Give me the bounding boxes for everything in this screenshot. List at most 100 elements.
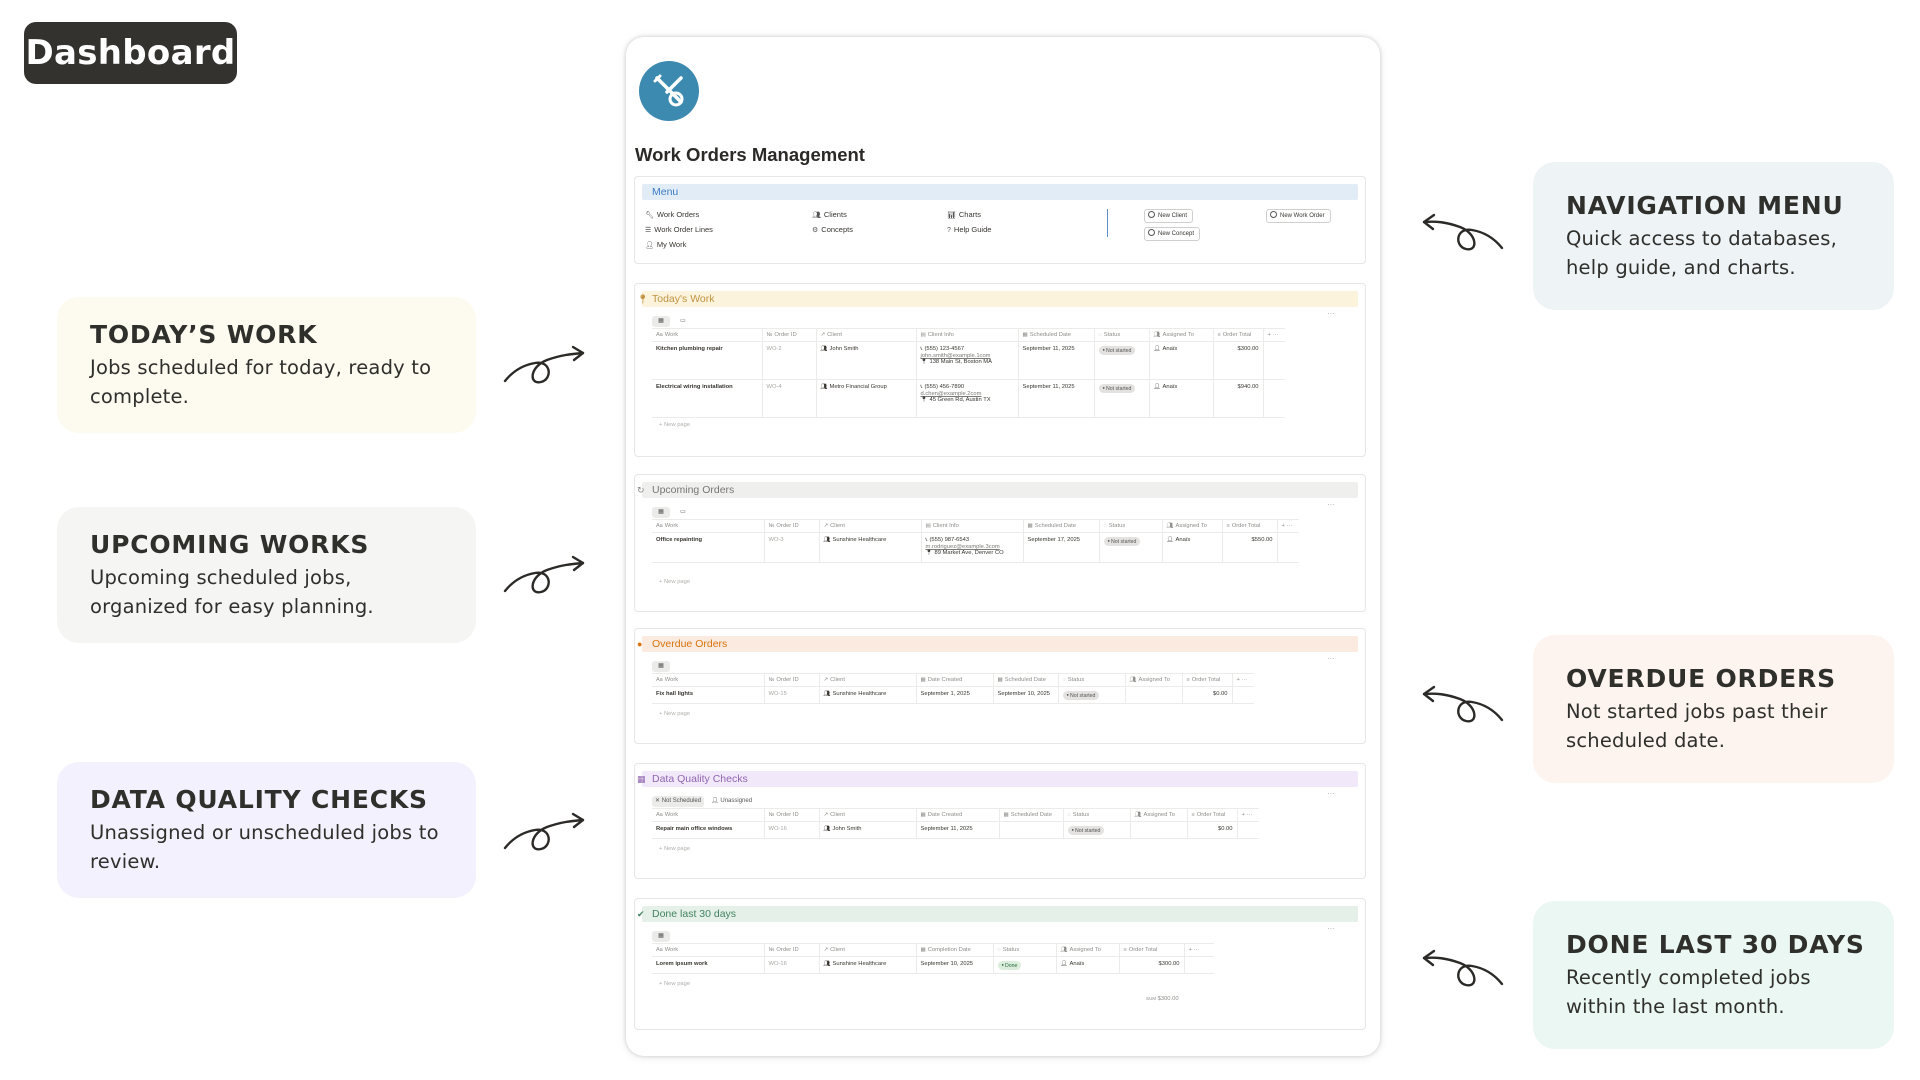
table-view-tab[interactable]: ▦ bbox=[652, 507, 670, 518]
table-row[interactable]: Fix hall lights WO-15 👥︎ Sunshine Healthc… bbox=[652, 686, 1254, 704]
column-header[interactable]: ≡ Order Total bbox=[1119, 943, 1185, 957]
column-header[interactable]: Aa Work bbox=[652, 943, 765, 957]
column-header[interactable]: ▦ Scheduled Date bbox=[1018, 328, 1095, 342]
column-header[interactable]: ◌ Status bbox=[1063, 808, 1131, 822]
table-row[interactable]: Repair main office windows WO-16 👥︎ John … bbox=[652, 821, 1259, 839]
column-header[interactable]: № Order ID bbox=[764, 943, 820, 957]
curly-arrow-right-icon bbox=[503, 555, 585, 594]
table-row[interactable]: Office repainting WO-3 👥︎ Sunshine Health… bbox=[652, 532, 1299, 563]
column-header[interactable]: 👥︎ Assigned To bbox=[1056, 943, 1120, 957]
menu-section: Menu 🔧︎ Work Orders ☰ Work Order Lines 👤︎ M… bbox=[634, 176, 1366, 264]
column-header[interactable]: Aa Work bbox=[652, 519, 765, 533]
more-options-icon[interactable]: ··· bbox=[1327, 924, 1335, 933]
plus-circle-icon bbox=[1270, 211, 1277, 218]
more-options-icon[interactable]: ··· bbox=[1327, 789, 1335, 798]
column-header[interactable]: Aa Work bbox=[652, 808, 765, 822]
add-column-button[interactable]: + ··· bbox=[1277, 519, 1299, 533]
column-header[interactable]: ≡ Order Total bbox=[1182, 673, 1233, 687]
section-title: Done last 30 days bbox=[652, 908, 737, 920]
menu-item-help-guide[interactable]: ? Help Guide bbox=[947, 225, 991, 234]
column-header[interactable]: 👥︎ Assigned To bbox=[1125, 673, 1183, 687]
column-header[interactable]: ≡ Order Total bbox=[1222, 519, 1278, 533]
more-options-icon[interactable]: ··· bbox=[1327, 654, 1335, 663]
done-table: Aa Work № Order ID ↗ Client ▦ Completion Dat… bbox=[652, 943, 1214, 974]
callout-data-quality: DATA QUALITY CHECKS Unassigned or unsche… bbox=[57, 762, 476, 898]
menu-item-work-orders[interactable]: 🔧︎ Work Orders bbox=[645, 210, 699, 219]
menu-item-concepts[interactable]: ⚙ Concepts bbox=[812, 225, 853, 234]
column-header[interactable]: 👥︎ Assigned To bbox=[1149, 328, 1214, 342]
column-header[interactable]: Aa Work bbox=[652, 328, 763, 342]
column-header[interactable]: ◌ Status bbox=[1058, 673, 1126, 687]
section-title: Today's Work bbox=[652, 293, 715, 305]
column-header[interactable]: ≡ Order Total bbox=[1213, 328, 1264, 342]
column-header[interactable]: Aa Work bbox=[652, 673, 765, 687]
new-work-order-button[interactable]: New Work Order bbox=[1266, 209, 1331, 223]
menu-item-label: Concepts bbox=[821, 225, 853, 234]
column-header[interactable]: ↗ Client bbox=[819, 808, 917, 822]
section-title: Data Quality Checks bbox=[652, 773, 748, 785]
menu-divider bbox=[1107, 209, 1108, 237]
tab-not-scheduled[interactable]: ✕ Not Scheduled bbox=[652, 796, 705, 807]
menu-item-work-order-lines[interactable]: ☰ Work Order Lines bbox=[645, 225, 713, 234]
table-row[interactable]: Electrical wiring installation WO-4 👥︎ Me… bbox=[652, 379, 1285, 418]
column-header[interactable]: ▤ Client Info bbox=[921, 519, 1024, 533]
column-header[interactable]: ↗ Client bbox=[819, 943, 917, 957]
plus-circle-icon bbox=[1148, 229, 1155, 236]
table-view-tab[interactable]: ▦ bbox=[652, 316, 670, 327]
column-header[interactable]: ◌ Status bbox=[1099, 519, 1163, 533]
add-column-button[interactable]: + ··· bbox=[1232, 673, 1254, 687]
column-header[interactable]: ▦ Scheduled Date bbox=[993, 673, 1059, 687]
plus-circle-icon bbox=[1148, 211, 1155, 218]
new-page-button[interactable]: + New page bbox=[659, 579, 691, 585]
new-page-button[interactable]: + New page bbox=[659, 846, 691, 852]
column-header[interactable]: ▦ Date Created bbox=[916, 808, 1000, 822]
menu-item-my-work[interactable]: 👤︎ My Work bbox=[645, 240, 686, 249]
column-header[interactable]: ◌ Status bbox=[1094, 328, 1150, 342]
column-header[interactable]: № Order ID bbox=[764, 519, 820, 533]
menu-item-label: Help Guide bbox=[953, 225, 992, 234]
column-header[interactable]: ▦ Completion Date bbox=[916, 943, 994, 957]
table-row[interactable]: Lorem ipsum work WO-16 👥︎ Sunshine Health… bbox=[652, 956, 1214, 974]
column-header[interactable]: ▦ Scheduled Date bbox=[999, 808, 1064, 822]
column-header[interactable]: ▤ Client Info bbox=[916, 328, 1019, 342]
wrench-icon: 🔧︎ bbox=[645, 212, 654, 219]
column-header[interactable]: ◌ Status bbox=[993, 943, 1057, 957]
page-title: Work Orders Management bbox=[635, 144, 865, 165]
more-options-icon[interactable]: ··· bbox=[1327, 309, 1335, 318]
column-header[interactable]: № Order ID bbox=[764, 673, 820, 687]
column-header[interactable]: ↗ Client bbox=[819, 519, 922, 533]
new-client-button[interactable]: New Client bbox=[1144, 209, 1194, 223]
callout-body: Jobs scheduled for today, ready to compl… bbox=[90, 355, 432, 408]
new-page-button[interactable]: + New page bbox=[659, 981, 691, 987]
column-header[interactable]: ↗ Client bbox=[816, 328, 917, 342]
table-view-tab[interactable]: ▦ bbox=[652, 931, 670, 942]
more-options-icon[interactable]: ··· bbox=[1327, 500, 1335, 509]
table-row[interactable]: Kitchen plumbing repair WO-2 👥︎ John Smit… bbox=[652, 341, 1285, 380]
new-page-button[interactable]: + New page bbox=[659, 422, 691, 428]
add-column-button[interactable]: + ··· bbox=[1237, 808, 1259, 822]
column-header[interactable]: 👥︎ Assigned To bbox=[1162, 519, 1223, 533]
add-column-button[interactable]: + ··· bbox=[1263, 328, 1285, 342]
column-header[interactable]: ▦ Date Created bbox=[916, 673, 994, 687]
column-header[interactable]: № Order ID bbox=[764, 808, 820, 822]
new-page-button[interactable]: + New page bbox=[659, 711, 691, 717]
overdue-orders-table: Aa Work № Order ID ↗ Client ▦ Date Created ▦… bbox=[652, 673, 1254, 704]
column-header[interactable]: ↗ Client bbox=[819, 673, 917, 687]
column-header[interactable]: ▦ Scheduled Date bbox=[1023, 519, 1100, 533]
grid-icon: ▦ bbox=[637, 774, 646, 784]
done-last-30-days-section: ✔ Done last 30 days ▦ ··· Aa Work № Order … bbox=[634, 898, 1366, 1030]
table-view-tab[interactable]: ▦ bbox=[652, 661, 670, 672]
callout-title: DONE LAST 30 DAYS bbox=[1566, 929, 1865, 959]
menu-item-clients[interactable]: 👥︎ Clients bbox=[812, 210, 847, 219]
callout-done-last-30-days: DONE LAST 30 DAYS Recently completed job… bbox=[1533, 901, 1894, 1049]
column-header[interactable]: ≡ Order Total bbox=[1187, 808, 1238, 822]
column-header[interactable]: № Order ID bbox=[762, 328, 817, 342]
column-header[interactable]: 👥︎ Assigned To bbox=[1130, 808, 1188, 822]
calendar-view-tab[interactable]: ▭ bbox=[680, 318, 686, 324]
new-concept-button[interactable]: New Concept bbox=[1144, 227, 1201, 241]
calendar-view-tab[interactable]: ▭ bbox=[680, 509, 686, 515]
menu-item-charts[interactable]: 📊︎ Charts bbox=[947, 210, 981, 219]
tab-unassigned[interactable]: 👤︎ Unassigned bbox=[711, 798, 753, 804]
curly-arrow-left-icon bbox=[1422, 213, 1504, 251]
add-column-button[interactable]: + ··· bbox=[1184, 943, 1214, 957]
